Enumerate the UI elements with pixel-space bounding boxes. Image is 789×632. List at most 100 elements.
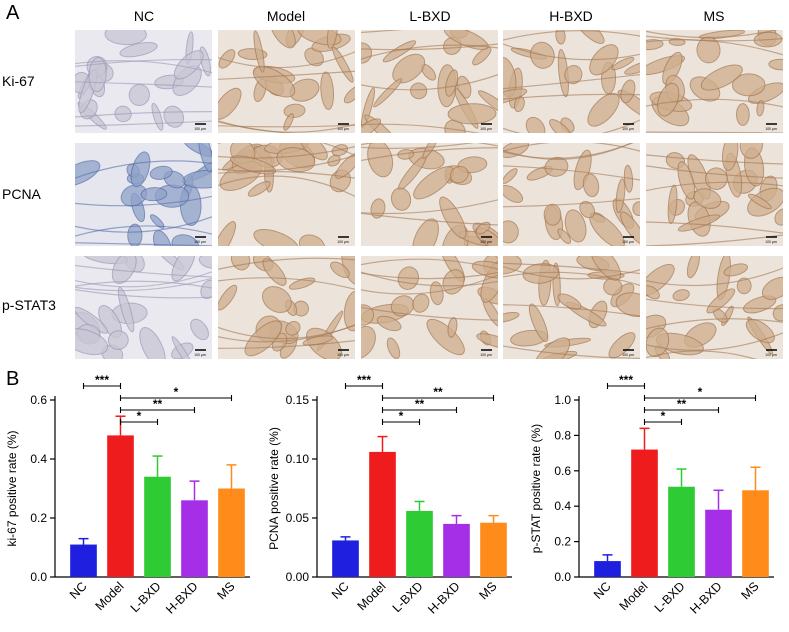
significance-bracket: *** <box>344 373 384 389</box>
scale-bar-label: 100 μm <box>194 240 206 244</box>
significance-bracket: * <box>381 409 421 425</box>
error-bar-h-bxd <box>713 489 724 510</box>
significance-label: ** <box>415 397 425 411</box>
error-bar-ms <box>226 464 237 489</box>
significance-bracket: * <box>119 385 233 401</box>
micrograph-p-stat3-model: 100 μm <box>218 256 355 359</box>
bar-l-bxd <box>406 510 433 577</box>
error-bar-model <box>639 427 650 450</box>
x-tick-label: L-BXD <box>390 579 426 615</box>
scale-bar-label: 100 μm <box>622 353 634 357</box>
row-label-ki67: Ki-67 <box>2 73 35 89</box>
micrograph-ki-67-l-bxd: 100 μm <box>361 30 498 133</box>
column-label-nc: NC <box>133 8 155 24</box>
error-bar-ms <box>750 466 761 491</box>
ki67-bar-chart: ki-67 positive rate (%) 0.0 0.2 0.4 0.6 NC Mod… <box>5 373 250 617</box>
significance-label: * <box>399 409 404 423</box>
bar-h-bxd <box>705 509 732 577</box>
micrograph-image: 100 μm <box>218 30 355 133</box>
x-tick-label: Model <box>93 579 127 613</box>
y-tick-label: 0.0 <box>30 570 47 584</box>
error-bar-h-bxd <box>451 514 462 524</box>
significance-bracket: ** <box>381 385 495 401</box>
micrograph-image: 100 μm <box>503 256 640 359</box>
significance-bracket: ** <box>381 397 458 413</box>
scale-bar-label: 100 μm <box>194 127 206 131</box>
y-tick-label: 0.00 <box>286 570 310 584</box>
significance-bracket: ** <box>643 397 720 413</box>
bar-h-bxd <box>443 523 470 577</box>
scale-bar-label: 100 μm <box>480 127 492 131</box>
micrograph-ki-67-model: 100 μm <box>218 30 355 133</box>
y-tick-label: 0.2 <box>30 511 47 525</box>
scale-bar-label: 100 μm <box>622 127 634 131</box>
y-tick-label: 0.6 <box>30 393 47 407</box>
y-tick-label: 0.05 <box>286 511 310 525</box>
micrograph-image: 100 μm <box>503 30 640 133</box>
scale-bar-label: 100 μm <box>337 353 349 357</box>
scale-bar-label: 100 μm <box>480 353 492 357</box>
micrograph-ki-67-nc: 100 μm <box>75 30 212 133</box>
significance-label: *** <box>357 373 371 387</box>
micrograph-pcna-ms: 100 μm <box>646 143 783 246</box>
significance-label: * <box>661 409 666 423</box>
significance-label: * <box>137 409 142 423</box>
significance-bracket: * <box>643 385 757 401</box>
micrograph-image: 100 μm <box>646 143 783 246</box>
error-bar-l-bxd <box>414 500 425 511</box>
column-label-h-bxd: H-BXD <box>549 8 593 24</box>
y-tick-label: 0.4 <box>30 452 47 466</box>
column-label-model: Model <box>266 8 306 24</box>
scale-bar-label: 100 μm <box>765 353 777 357</box>
micrograph-pcna-l-bxd: 100 μm <box>361 143 498 246</box>
micrograph-image: 100 μm <box>361 30 498 133</box>
x-tick-label: NC <box>329 579 352 602</box>
x-tick-label: Model <box>617 579 651 613</box>
y-axis-label: ki-67 positive rate (%) <box>5 430 19 546</box>
bar-model <box>631 449 658 577</box>
x-tick-label: L-BXD <box>652 579 688 615</box>
significance-label: ** <box>677 397 687 411</box>
significance-label: ** <box>433 385 443 399</box>
micrograph-image: 100 μm <box>75 143 212 246</box>
y-tick-label: 0.6 <box>554 464 571 478</box>
micrograph-image: 100 μm <box>646 30 783 133</box>
significance-label: *** <box>619 373 633 387</box>
scale-bar-label: 100 μm <box>337 127 349 131</box>
micrograph-pcna-model: 100 μm <box>218 143 355 246</box>
micrograph-image: 100 μm <box>218 143 355 246</box>
x-tick-label: MS <box>476 579 499 602</box>
micrograph-ki-67-ms: 100 μm <box>646 30 783 133</box>
error-bar-l-bxd <box>676 468 687 487</box>
significance-label: ** <box>153 397 163 411</box>
bar-ms <box>218 488 245 577</box>
pcna-bar-chart: PCNA positive rate (%) 0.00 0.05 0.10 0.15 NC… <box>267 373 512 617</box>
error-bar-l-bxd <box>152 455 163 477</box>
micrograph-image: 100 μm <box>503 143 640 246</box>
significance-bracket: *** <box>606 373 646 389</box>
bar-h-bxd <box>181 500 208 577</box>
bar-nc <box>594 561 621 577</box>
bar-model <box>107 435 134 577</box>
bar-nc <box>70 544 97 577</box>
scale-bar-label: 100 μm <box>622 240 634 244</box>
y-tick-label: 1.0 <box>554 393 571 407</box>
scale-bar-label: 100 μm <box>765 240 777 244</box>
significance-label: *** <box>95 373 109 387</box>
x-tick-label: NC <box>67 579 90 602</box>
micrograph-image: 100 μm <box>361 256 498 359</box>
micrograph-image: 100 μm <box>361 143 498 246</box>
bar-l-bxd <box>668 486 695 577</box>
column-label-ms: MS <box>703 8 725 24</box>
micrograph-image: 100 μm <box>75 256 212 359</box>
scale-bar-label: 100 μm <box>194 353 206 357</box>
micrograph-p-stat3-l-bxd: 100 μm <box>361 256 498 359</box>
row-label-pstat3: p-STAT3 <box>2 297 56 313</box>
scale-bar-label: 100 μm <box>480 240 492 244</box>
x-tick-label: MS <box>214 579 237 602</box>
y-axis-label: p-STAT positive rate (%) <box>529 424 543 553</box>
micrograph-image: 100 μm <box>646 256 783 359</box>
bar-l-bxd <box>144 476 171 577</box>
y-tick-label: 0.2 <box>554 535 571 549</box>
micrograph-p-stat3-nc: 100 μm <box>75 256 212 359</box>
